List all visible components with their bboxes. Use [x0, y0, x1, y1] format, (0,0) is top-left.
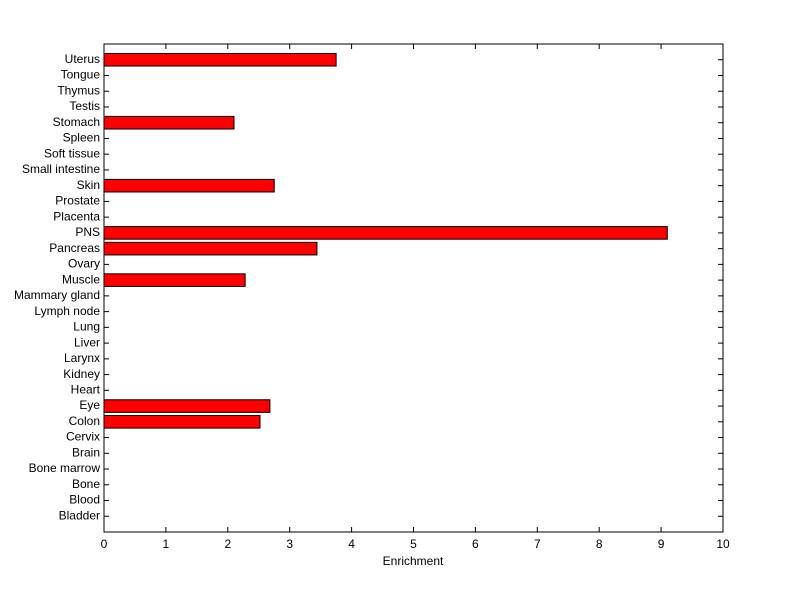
x-axis-label: Enrichment	[383, 554, 444, 568]
x-tick-label: 1	[163, 537, 170, 551]
y-tick-label: Liver	[74, 335, 100, 349]
y-tick-label: Thymus	[57, 83, 100, 97]
y-tick-label: Kidney	[63, 367, 100, 381]
y-tick-label: Small intestine	[22, 162, 100, 176]
x-tick-label: 5	[410, 537, 417, 551]
x-tick-label: 10	[716, 537, 730, 551]
x-tick-label: 8	[596, 537, 603, 551]
bar	[103, 52, 337, 67]
y-tick-label: Colon	[69, 414, 100, 428]
y-tick-label: Spleen	[63, 131, 100, 145]
y-tick-label: Blood	[69, 493, 100, 507]
plot-frame	[103, 43, 724, 533]
y-tick-label: Heart	[71, 382, 101, 396]
bar	[103, 273, 246, 287]
y-tick-label: PNS	[75, 225, 100, 239]
x-tick-label: 3	[286, 537, 293, 551]
y-tick-label: Placenta	[53, 209, 100, 223]
y-tick-label: Mammary gland	[14, 288, 100, 302]
x-tick-label: 6	[472, 537, 479, 551]
bar	[103, 415, 261, 429]
bar	[103, 226, 668, 240]
y-tick-label: Stomach	[53, 115, 100, 129]
y-tick-label: Pancreas	[49, 241, 100, 255]
y-tick-label: Prostate	[55, 194, 100, 208]
bar	[103, 178, 275, 193]
y-tick-label: Eye	[79, 398, 100, 412]
y-tick-label: Uterus	[65, 52, 100, 66]
bar	[103, 115, 235, 130]
y-tick-label: Testis	[69, 99, 100, 113]
y-tick-label: Ovary	[68, 257, 100, 271]
y-tick-label: Lymph node	[34, 304, 100, 318]
x-tick-label: 4	[348, 537, 355, 551]
y-tick-label: Cervix	[66, 430, 100, 444]
y-tick-label: Muscle	[62, 272, 100, 286]
x-tick-label: 7	[534, 537, 541, 551]
y-tick-label: Bladder	[59, 508, 100, 522]
y-tick-label: Skin	[77, 178, 100, 192]
bar	[103, 399, 271, 413]
bar	[103, 241, 318, 256]
y-tick-label: Larynx	[64, 351, 100, 365]
y-tick-label: Lung	[73, 320, 100, 334]
y-tick-label: Bone marrow	[29, 461, 101, 475]
x-tick-label: 0	[101, 537, 108, 551]
y-tick-label: Tongue	[61, 68, 101, 82]
y-tick-label: Brain	[72, 445, 100, 459]
x-tick-label: 2	[224, 537, 231, 551]
y-tick-label: Bone	[72, 477, 100, 491]
y-tick-label: Soft tissue	[44, 146, 100, 160]
x-tick-label: 9	[658, 537, 665, 551]
